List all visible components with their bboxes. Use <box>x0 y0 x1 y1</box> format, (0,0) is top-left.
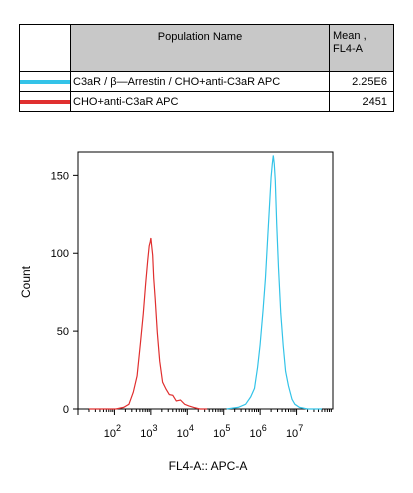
legend-swatch-cyan <box>20 80 70 84</box>
legend-swatch-red <box>20 100 70 104</box>
legend-swatch-cell <box>19 71 71 92</box>
x-tick-label: 106 <box>250 423 267 440</box>
y-axis-ticks: 0 50 100 150 <box>51 170 78 416</box>
plot-border <box>77 151 334 410</box>
series-line-cyan <box>226 155 322 410</box>
legend-header-mean-line2: FL4-A <box>333 43 363 55</box>
legend-header-mean-line1: Mean , <box>333 30 367 42</box>
legend-row-value: 2451 <box>329 91 394 112</box>
x-tick-label: 102 <box>104 423 121 440</box>
y-axis-label: Count <box>19 265 33 298</box>
x-tick-label: 103 <box>140 423 157 440</box>
y-tick-label: 0 <box>63 404 69 416</box>
legend-header-mean: Mean , FL4-A <box>329 24 394 72</box>
legend-row-name: C3aR / β—Arrestin / CHO+anti-C3aR APC <box>70 71 330 92</box>
series-line-red <box>89 237 208 410</box>
y-tick-label: 150 <box>51 170 69 182</box>
legend-row-name: CHO+anti-C3aR APC <box>70 91 330 112</box>
legend-table: Population Name Mean , FL4-A C3aR / β—Arr… <box>19 24 394 112</box>
y-tick-label: 100 <box>51 248 69 260</box>
x-tick-label: 105 <box>213 423 230 440</box>
legend-header-blank <box>19 24 71 72</box>
x-tick-label: 107 <box>286 423 303 440</box>
y-tick-label: 50 <box>57 326 69 338</box>
legend-row-value: 2.25E6 <box>329 71 394 92</box>
legend-row: C3aR / β—Arrestin / CHO+anti-C3aR APC 2.… <box>19 71 394 92</box>
x-axis-label: FL4-A:: APC-A <box>169 459 248 473</box>
series-group <box>89 155 322 410</box>
x-axis-ticks: 102 103 104 105 106 107 <box>77 409 332 440</box>
legend-row: CHO+anti-C3aR APC 2451 <box>19 91 394 112</box>
plot-frame <box>77 151 334 410</box>
x-tick-label: 104 <box>177 423 194 440</box>
legend-swatch-cell <box>19 91 71 112</box>
